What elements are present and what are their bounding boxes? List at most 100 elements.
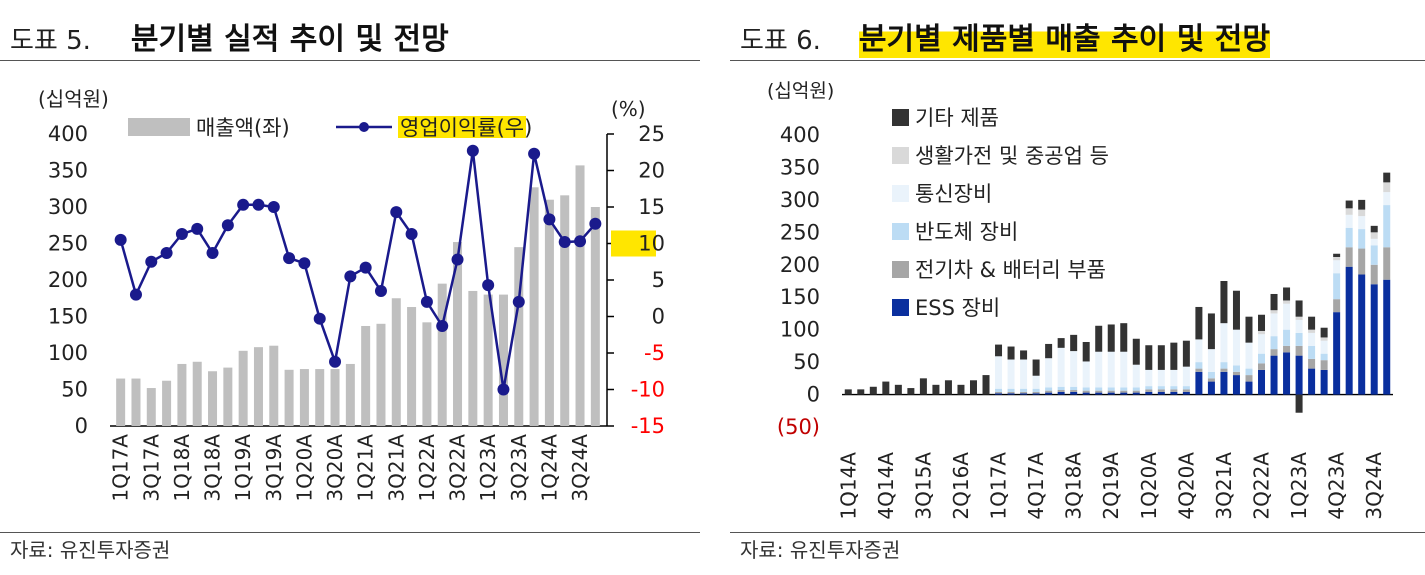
stacked-bar-segment [919,378,927,395]
stacked-bar-segment [1232,365,1240,372]
x-tick-label: 1Q19A [231,434,255,502]
sales-bar [498,294,508,426]
left-axis-unit: (십억원) [38,87,109,111]
stacked-bar-segment [1082,390,1090,393]
source-note: 자료: 유진투자증권 [10,538,171,562]
stacked-bar-segment [1220,323,1228,363]
x-tick-label: 1Q17A [987,452,1011,520]
y-tick-label: 50 [793,350,820,374]
y-tick-label: 400 [780,123,820,147]
right-tick-label: 20 [638,159,665,183]
stacked-bar-segment [1082,387,1090,391]
stacked-bar-segment [1345,208,1353,215]
negative-bar-segment [1295,394,1303,413]
sales-bar [192,361,202,426]
stacked-bar-segment [1370,225,1378,233]
margin-point [283,252,296,265]
stacked-bar-segment [1195,368,1203,372]
stacked-bar-segment [1082,341,1090,362]
stacked-bar-segment [1220,371,1228,395]
x-tick-label: 3Q18A [1062,452,1086,520]
stacked-bar-segment [1370,238,1378,246]
figure-6-panel: 도표 6. 분기별 제품별 매출 추이 및 전망 (십억원) (50) 0 50 100… [730,0,1425,575]
stacked-bar-segment [894,384,902,395]
stacked-bar-segment [1107,390,1115,393]
sales-bar [223,367,233,426]
stacked-bar-segment [1270,310,1278,314]
stacked-bar-segment [1132,390,1140,393]
legend-label: 반도체 장비 [915,220,1018,244]
right-tick-label: 0 [652,305,665,329]
stacked-bar-segment [1032,359,1040,376]
y-tick-label: 300 [780,188,820,212]
legend-swatch [892,223,909,240]
bottom-rule [0,532,700,533]
x-tick-label: 4Q23A [1325,452,1349,520]
x-tick-label: 3Q21A [384,434,408,502]
x-tick-label: 3Q18A [201,434,225,502]
margin-point [482,279,495,292]
stacked-bar-segment [1295,345,1303,356]
x-tick-label: 1Q24A [537,434,561,502]
stacked-bar-segment [1132,387,1140,391]
stacked-bar-segment [1157,386,1165,390]
stacked-bar-segment [1320,369,1328,395]
stacked-bar-segment [1383,192,1391,206]
stacked-bar-segment [1182,340,1190,367]
sales-bar [208,371,218,426]
stacked-bar-segment [1195,339,1203,363]
stacked-bar-segment [982,375,990,395]
stacked-bar-segment [1007,391,1015,394]
stacked-bar-segment [1308,329,1316,333]
x-tick-label: 3Q24A [568,434,592,502]
stacked-bar-segment [1107,324,1115,352]
stacked-bar-segment [1020,393,1028,395]
stacked-bar-segment [1170,391,1178,395]
margin-point [344,270,357,283]
right-tick-label: 15 [638,195,665,219]
stacked-bar-segment [1157,345,1165,370]
sales-bar [590,207,600,426]
stacked-bar-segment [1258,369,1266,395]
x-tick-label: 3Q20A [323,434,347,502]
x-tick-label: 3Q24A [1362,452,1386,520]
stacked-bar-segment [1345,227,1353,248]
stacked-bar-segment [1308,332,1316,346]
margin-point [589,217,602,230]
bottom-rule [730,532,1425,533]
sales-bar [376,323,386,426]
margin-point [436,319,449,332]
stacked-bar-segment [1070,390,1078,392]
stacked-bar-segment [1220,281,1228,324]
stacked-bar-segment [1295,319,1303,333]
sales-bar [345,363,355,426]
stacked-bar-segment [1232,375,1240,395]
sales-margin-chart: (십억원) (%)050100150200250300350400-15-10-5… [38,87,665,502]
figure-5-header: 도표 5. 분기별 실적 추이 및 전망 [10,14,449,60]
x-tick-label: 3Q17A [139,434,163,502]
sales-bar [361,325,371,426]
top-rule [730,60,1425,61]
stacked-bar-segment [907,388,915,395]
stacked-bar-segment [1195,306,1203,340]
margin-point [175,228,188,241]
stacked-bar-segment [1170,386,1178,390]
sales-bar [315,369,325,426]
x-tick-label: 1Q23A [476,434,500,502]
legend-line-label: 영업이익률(우) [400,116,532,140]
stacked-bar-segment [1045,387,1053,391]
stacked-bar-segment [1383,279,1391,395]
legend-highlight [398,116,526,138]
stacked-bar-segment [1383,172,1391,183]
stacked-bar-segment [1383,182,1391,193]
stacked-bar-segment [1370,232,1378,239]
margin-point [528,147,541,160]
stacked-bar-segment [1383,247,1391,280]
stacked-bar-segment [1157,389,1165,392]
stacked-bar-segment [1370,284,1378,395]
x-tick-label: 1Q20A [292,434,316,502]
stacked-bar-segment [1070,334,1078,352]
x-tick-label: 1Q20A [1137,452,1161,520]
x-tick-label: 3Q23A [507,434,531,502]
legend-swatch [892,109,909,126]
